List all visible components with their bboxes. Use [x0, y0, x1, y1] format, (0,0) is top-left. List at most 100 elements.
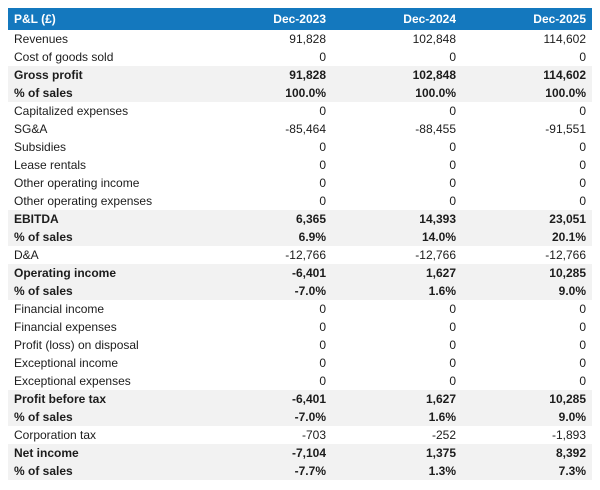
- row-value: 6.9%: [202, 228, 332, 246]
- row-label: % of sales: [8, 282, 202, 300]
- row-value: 0: [462, 156, 592, 174]
- table-row: Operating income -6,401 1,627 10,285: [8, 264, 592, 282]
- table-row: Corporation tax -703 -252 -1,893: [8, 426, 592, 444]
- row-label: % of sales: [8, 84, 202, 102]
- row-value: 0: [332, 318, 462, 336]
- row-value: 14.0%: [332, 228, 462, 246]
- row-value: 0: [202, 174, 332, 192]
- row-value: 10,285: [462, 390, 592, 408]
- row-value: -88,455: [332, 120, 462, 138]
- row-value: -85,464: [202, 120, 332, 138]
- row-value: 0: [332, 174, 462, 192]
- row-value: -12,766: [332, 246, 462, 264]
- row-value: 114,602: [462, 30, 592, 48]
- row-value: 0: [332, 138, 462, 156]
- row-label: D&A: [8, 246, 202, 264]
- table-row: Capitalized expenses 0 0 0: [8, 102, 592, 120]
- pnl-table-body: Revenues 91,828 102,848 114,602 Cost of good…: [8, 30, 592, 480]
- row-value: 0: [332, 102, 462, 120]
- row-value: -12,766: [202, 246, 332, 264]
- row-value: 0: [202, 156, 332, 174]
- table-row: % of sales 100.0% 100.0% 100.0%: [8, 84, 592, 102]
- row-label: Profit before tax: [8, 390, 202, 408]
- row-value: 0: [332, 48, 462, 66]
- row-value: 0: [332, 336, 462, 354]
- row-value: 100.0%: [202, 84, 332, 102]
- row-label: Other operating income: [8, 174, 202, 192]
- row-value: 0: [462, 48, 592, 66]
- table-row: Other operating expenses 0 0 0: [8, 192, 592, 210]
- pnl-statement-table-container: P&L (£) Dec-2023 Dec-2024 Dec-2025 Reven…: [8, 8, 592, 480]
- row-label: % of sales: [8, 408, 202, 426]
- row-value: 20.1%: [462, 228, 592, 246]
- row-value: 0: [462, 372, 592, 390]
- table-row: % of sales -7.0% 1.6% 9.0%: [8, 282, 592, 300]
- table-row: % of sales 6.9% 14.0% 20.1%: [8, 228, 592, 246]
- header-row: P&L (£) Dec-2023 Dec-2024 Dec-2025: [8, 8, 592, 30]
- row-label: Exceptional expenses: [8, 372, 202, 390]
- table-row: Gross profit 91,828 102,848 114,602: [8, 66, 592, 84]
- row-value: 0: [462, 336, 592, 354]
- row-label: % of sales: [8, 462, 202, 480]
- row-label: Subsidies: [8, 138, 202, 156]
- header-col-dec-2025: Dec-2025: [462, 8, 592, 30]
- row-value: 0: [332, 300, 462, 318]
- row-value: 91,828: [202, 30, 332, 48]
- row-label: Exceptional income: [8, 354, 202, 372]
- row-value: 1.6%: [332, 282, 462, 300]
- table-row: SG&A -85,464 -88,455 -91,551: [8, 120, 592, 138]
- row-value: -7.0%: [202, 408, 332, 426]
- row-label: SG&A: [8, 120, 202, 138]
- row-value: -7.0%: [202, 282, 332, 300]
- row-label: Profit (loss) on disposal: [8, 336, 202, 354]
- header-col-dec-2023: Dec-2023: [202, 8, 332, 30]
- row-value: -252: [332, 426, 462, 444]
- table-row: Exceptional income 0 0 0: [8, 354, 592, 372]
- table-row: Profit (loss) on disposal 0 0 0: [8, 336, 592, 354]
- header-pnl-label: P&L (£): [8, 8, 202, 30]
- row-value: 0: [462, 300, 592, 318]
- row-value: 0: [202, 138, 332, 156]
- row-value: 1.3%: [332, 462, 462, 480]
- row-value: 0: [462, 318, 592, 336]
- row-label: Cost of goods sold: [8, 48, 202, 66]
- row-value: -1,893: [462, 426, 592, 444]
- table-row: Net income -7,104 1,375 8,392: [8, 444, 592, 462]
- row-value: 100.0%: [332, 84, 462, 102]
- row-value: 0: [462, 354, 592, 372]
- row-value: 1,627: [332, 264, 462, 282]
- row-value: 0: [202, 336, 332, 354]
- row-label: Lease rentals: [8, 156, 202, 174]
- row-value: -703: [202, 426, 332, 444]
- row-value: 100.0%: [462, 84, 592, 102]
- row-value: 102,848: [332, 30, 462, 48]
- row-label: Financial income: [8, 300, 202, 318]
- row-label: Revenues: [8, 30, 202, 48]
- row-value: 1,627: [332, 390, 462, 408]
- row-value: 0: [462, 174, 592, 192]
- row-value: 0: [202, 354, 332, 372]
- row-value: 0: [462, 192, 592, 210]
- row-label: Corporation tax: [8, 426, 202, 444]
- row-label: EBITDA: [8, 210, 202, 228]
- header-col-dec-2024: Dec-2024: [332, 8, 462, 30]
- row-value: 0: [332, 372, 462, 390]
- row-value: 0: [202, 102, 332, 120]
- row-value: 0: [332, 156, 462, 174]
- row-value: 0: [202, 372, 332, 390]
- row-value: 0: [202, 318, 332, 336]
- row-value: 23,051: [462, 210, 592, 228]
- row-value: -12,766: [462, 246, 592, 264]
- row-label: Financial expenses: [8, 318, 202, 336]
- row-value: 8,392: [462, 444, 592, 462]
- row-value: 114,602: [462, 66, 592, 84]
- table-row: Other operating income 0 0 0: [8, 174, 592, 192]
- pnl-table-header: P&L (£) Dec-2023 Dec-2024 Dec-2025: [8, 8, 592, 30]
- row-label: Net income: [8, 444, 202, 462]
- table-row: Exceptional expenses 0 0 0: [8, 372, 592, 390]
- row-value: -7.7%: [202, 462, 332, 480]
- row-value: 0: [202, 300, 332, 318]
- table-row: Profit before tax -6,401 1,627 10,285: [8, 390, 592, 408]
- row-value: 9.0%: [462, 408, 592, 426]
- row-value: 14,393: [332, 210, 462, 228]
